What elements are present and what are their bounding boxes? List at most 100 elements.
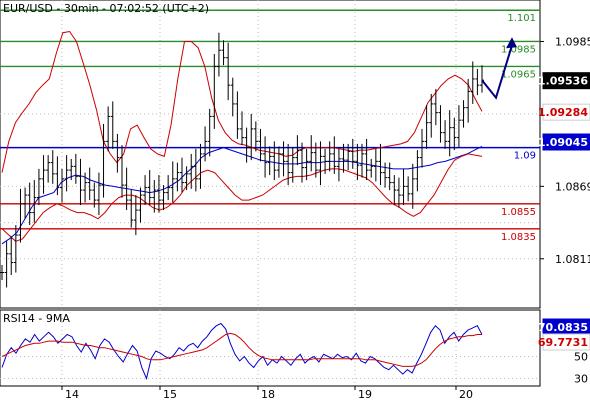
price-bar — [226, 42, 231, 101]
price-bar — [373, 148, 378, 182]
price-axis-label: 1.0869 — [555, 180, 590, 193]
price-bar — [406, 176, 411, 202]
price-bar — [438, 105, 443, 143]
price-bar — [470, 61, 475, 104]
price-bar — [184, 166, 189, 191]
price-axis: 1.0985 1.0869 1.0811 — [540, 35, 590, 266]
price-bar — [101, 123, 106, 198]
level-label: 1.09 — [514, 151, 536, 162]
rsi-grid — [0, 310, 540, 386]
support-resistance-levels: 1.101 1.0985 1.0965 1.09 1.0855 1.0835 — [0, 9, 540, 243]
price-bar — [341, 143, 346, 173]
price-panel-frame — [0, 0, 541, 309]
price-bar — [96, 172, 101, 216]
price-bar — [456, 105, 461, 148]
time-axis-label: 15 — [163, 388, 177, 400]
price-bar — [23, 187, 28, 219]
time-axis: 14 15 18 19 20 — [61, 386, 473, 400]
price-bar — [152, 180, 157, 213]
price-bar — [461, 100, 466, 128]
bollinger-lower-line — [1, 153, 483, 242]
price-bar — [332, 136, 337, 174]
price-bar — [230, 77, 235, 117]
rsi-axis: 50 30 70.0835 69.7731 — [538, 318, 590, 386]
price-bar — [318, 141, 323, 186]
price-bar — [216, 32, 221, 77]
price-bar — [387, 162, 392, 191]
price-bar — [55, 156, 60, 196]
chart-title: EUR/USD - 30min - 07:02:52 (UTC+2) — [3, 2, 209, 15]
price-bar — [258, 128, 263, 162]
forecast-arrow — [481, 37, 517, 100]
price-bar — [364, 138, 369, 181]
price-badge-label: 1.09284 — [538, 106, 588, 119]
price-bar — [267, 146, 272, 176]
price-bar — [420, 128, 424, 168]
price-bar — [50, 150, 55, 184]
rsi-axis-label: 30 — [574, 373, 588, 386]
price-bar — [147, 170, 152, 206]
price-bar — [129, 190, 134, 228]
price-bar — [13, 225, 18, 273]
price-badge-box — [542, 72, 590, 90]
time-axis-label: 19 — [358, 388, 372, 400]
price-bar — [106, 106, 111, 152]
price-bar — [138, 187, 143, 223]
price-bar — [69, 158, 74, 181]
forecast-path — [481, 44, 513, 100]
price-bar — [120, 145, 124, 198]
price-bar — [272, 141, 277, 181]
price-axis-label: 1.0811 — [555, 253, 590, 266]
price-bar — [369, 158, 374, 178]
price-bars — [0, 32, 484, 288]
price-bar — [166, 175, 171, 201]
price-bar — [78, 158, 83, 206]
price-bar — [18, 188, 23, 243]
price-bar — [415, 150, 420, 192]
price-bar — [175, 162, 180, 192]
price-bar — [253, 121, 258, 152]
price-bar — [429, 93, 434, 138]
forecast-arrowhead — [506, 37, 517, 49]
price-bar — [433, 88, 438, 126]
time-axis-label: 14 — [65, 388, 79, 400]
price-bar — [180, 157, 184, 193]
price-bar — [124, 167, 129, 211]
bollinger-middle-line — [1, 145, 483, 245]
price-bar — [378, 143, 383, 186]
price-bar — [475, 68, 480, 96]
price-bar — [193, 148, 198, 192]
price-bar — [64, 155, 69, 192]
price-bar — [235, 91, 240, 139]
price-bar — [156, 175, 161, 213]
price-bar — [189, 153, 194, 189]
rsi-badge-label: 70.0835 — [538, 321, 588, 334]
level-label: 1.0965 — [501, 69, 536, 80]
level-label: 1.0855 — [501, 207, 536, 218]
price-bar — [161, 185, 166, 211]
price-bar — [83, 172, 88, 203]
price-bar — [401, 168, 406, 206]
price-bar — [466, 78, 471, 123]
rsi-ma-line — [1, 332, 482, 367]
price-bar — [207, 108, 212, 157]
level-label: 1.101 — [507, 13, 536, 24]
price-bar — [424, 105, 429, 149]
price-bar — [263, 136, 268, 178]
price-bar — [0, 265, 4, 281]
price-axis-label: 1.0985 — [555, 35, 590, 48]
price-bar — [203, 126, 208, 162]
rsi-badge-label: 69.7731 — [538, 336, 588, 349]
price-grid — [0, 0, 540, 308]
price-bar — [295, 135, 300, 166]
price-bar — [36, 168, 41, 206]
price-bar — [27, 182, 32, 226]
price-bar — [4, 241, 9, 288]
rsi-badge-box — [542, 333, 590, 351]
price-bar — [327, 141, 332, 172]
price-bar — [73, 153, 78, 184]
price-bar — [133, 195, 138, 236]
rsi-axis-label: 50 — [574, 351, 588, 364]
